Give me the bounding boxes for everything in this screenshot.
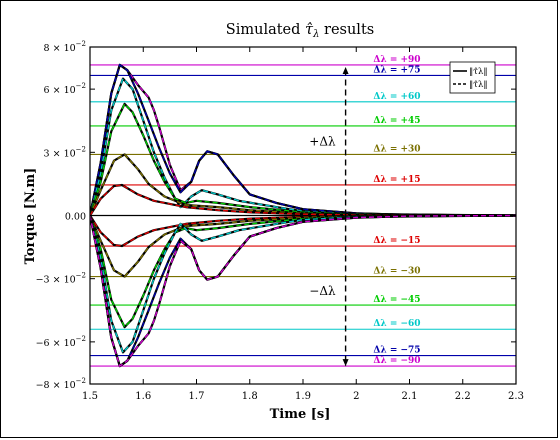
x-tick-label: 1.5 — [82, 391, 98, 402]
series-dashed-line — [90, 214, 516, 329]
y-axis-label: Torque [N.m] — [23, 168, 38, 265]
y-tick-label: −3 × 10−2 — [36, 272, 86, 286]
x-tick-label: 1.7 — [189, 391, 205, 402]
x-tick-label: 2 — [353, 391, 359, 402]
reference-line-label: Δλ = +90 — [373, 55, 420, 65]
series-dashed-line — [90, 184, 516, 217]
reference-line-label: Δλ = −60 — [373, 319, 420, 329]
chart-title-main: Simulated — [226, 22, 305, 38]
series-solid-line — [90, 214, 516, 368]
legend-box — [449, 61, 496, 94]
series-dashed-line — [90, 214, 516, 368]
arrow-down-head — [342, 359, 349, 367]
y-tick-label: −6 × 10−2 — [36, 335, 86, 349]
x-tick-label: 1.6 — [135, 391, 151, 402]
x-tick-label: 2.2 — [455, 391, 471, 402]
series-dashed-line — [90, 214, 516, 368]
series-dashed-line — [90, 102, 516, 217]
series-solid-line — [90, 214, 516, 368]
arrow-down-label: −Δλ — [309, 284, 336, 298]
y-tick-label: 8 × 10−2 — [44, 40, 86, 54]
reference-line-label: Δλ = −30 — [373, 267, 420, 277]
chart-title-sub: λ — [312, 29, 319, 40]
chart-title: Simulated τ̂λ results — [226, 22, 374, 40]
x-tick-label: 2.3 — [508, 391, 524, 402]
series-solid-line — [90, 77, 516, 217]
chart-title-tail: results — [319, 22, 374, 38]
reference-line-label: Δλ = −75 — [373, 346, 420, 356]
curves — [90, 63, 516, 368]
reference-line-label: Δλ = −15 — [373, 236, 420, 246]
reference-line-label: Δλ = −45 — [373, 295, 420, 305]
reference-line-label: Δλ = +15 — [373, 175, 420, 185]
arrow-up-label: +Δλ — [309, 134, 336, 148]
reference-line-label: Δλ = +75 — [373, 65, 420, 75]
x-tick-label: 1.8 — [242, 391, 258, 402]
legend: ‖τ̂λ‖ ‖τ̂λ‖ — [449, 61, 496, 94]
y-tick-label: −8 × 10−2 — [36, 377, 86, 391]
series-dashed-line — [90, 214, 516, 354]
series-solid-line — [90, 214, 516, 354]
y-tick-label: 6 × 10−2 — [44, 82, 86, 96]
arrow-up-head — [342, 67, 349, 75]
y-tick-label: 0.00 — [65, 212, 86, 223]
reference-line-label: Δλ = +45 — [373, 116, 420, 126]
legend-label: ‖τ̂λ‖ — [469, 66, 488, 77]
legend-label: ‖τ̂λ‖ — [469, 79, 488, 90]
chart-title-symbol: τ̂ — [305, 22, 314, 38]
y-tick-label: 3 × 10−2 — [44, 145, 86, 159]
x-axis-label: Time [s] — [270, 407, 331, 422]
x-tick-label: 2.1 — [402, 391, 418, 402]
reference-line-label: Δλ = +30 — [373, 144, 420, 154]
series-dashed-line — [90, 77, 516, 217]
series-dashed-line — [90, 153, 516, 217]
series-dashed-line — [90, 214, 516, 278]
reference-line-label: Δλ = −90 — [373, 356, 420, 366]
reference-line-label: Δλ = +60 — [373, 92, 420, 102]
x-tick-label: 1.9 — [295, 391, 311, 402]
series-dashed-line — [90, 63, 516, 217]
